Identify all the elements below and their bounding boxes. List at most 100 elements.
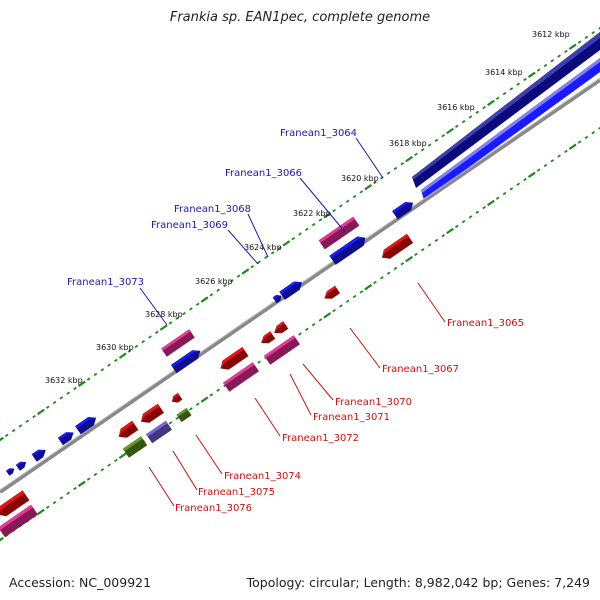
- contig-band: [421, 58, 600, 200]
- scale-dot: [323, 312, 332, 319]
- scale-dot: [0, 536, 4, 542]
- gene-label-3066[interactable]: Franean1_3066: [225, 168, 302, 179]
- gene-label-3070[interactable]: Franean1_3070: [335, 397, 412, 408]
- scale-dot: [52, 500, 57, 505]
- gene-franean1-3070-rna[interactable]: [264, 335, 300, 365]
- gene-franean1-3074a[interactable]: [171, 392, 183, 403]
- gene-rev-edge-a[interactable]: [0, 490, 30, 517]
- scale-dot: [73, 486, 77, 491]
- gene-label-3075[interactable]: Franean1_3075: [198, 487, 275, 498]
- scale-dot: [502, 91, 507, 96]
- gene-rev-edge-b[interactable]: [0, 504, 38, 538]
- scale-tick-label: 3626 kbp: [195, 277, 233, 286]
- scale-dot: [36, 508, 45, 516]
- gene-label-3067[interactable]: Franean1_3067: [382, 364, 459, 375]
- scale-dot: [45, 505, 50, 509]
- scale-dot: [11, 428, 16, 433]
- scale-dot: [434, 138, 439, 143]
- gene-label-3076[interactable]: Franean1_3076: [175, 503, 252, 514]
- scale-dot: [189, 307, 193, 311]
- scale-dot: [77, 380, 86, 387]
- scale-dot: [352, 294, 357, 299]
- accession-text: Accession: NC_009921: [9, 575, 152, 590]
- label-leader-line: [299, 177, 346, 233]
- gene-franean1-3074[interactable]: [176, 407, 192, 423]
- scale-dot: [536, 68, 541, 72]
- page-title: Frankia sp. EAN1pec, complete genome: [169, 10, 431, 25]
- gene-franean1-3066[interactable]: [329, 236, 366, 265]
- scale-dot: [516, 182, 521, 186]
- gene-franean1-3076a[interactable]: [118, 420, 139, 438]
- gene-fwd-d[interactable]: [15, 461, 27, 471]
- scale-tick-label: 3612 kbp: [532, 30, 570, 39]
- scale-dot: [311, 222, 316, 227]
- scale-dot: [359, 290, 364, 294]
- gene-fwd-c[interactable]: [31, 449, 46, 462]
- scale-dot: [298, 232, 302, 236]
- gene-franean1-3076[interactable]: [122, 436, 148, 458]
- gene-franean1-3073-rna[interactable]: [161, 329, 195, 357]
- scale-dot: [584, 35, 589, 40]
- scale-dot: [405, 255, 414, 263]
- scale-dot: [543, 63, 548, 68]
- gene-fwd-a[interactable]: [75, 417, 97, 435]
- scale-dot: [318, 318, 323, 322]
- scale-dot: [154, 330, 159, 334]
- gene-label-3073[interactable]: Franean1_3073: [67, 277, 144, 288]
- scale-dot: [468, 215, 473, 219]
- scale-tick-label: 3618 kbp: [389, 139, 427, 148]
- scale-dot: [304, 227, 309, 231]
- gene-franean1-3075a[interactable]: [141, 403, 164, 423]
- scale-dot: [175, 416, 180, 420]
- label-leader-line: [227, 229, 259, 265]
- scale-dot: [18, 424, 23, 428]
- scale-dot: [475, 210, 480, 214]
- scale-dot: [543, 163, 548, 168]
- gene-label-3069[interactable]: Franean1_3069: [151, 220, 228, 231]
- scale-dot: [216, 388, 221, 392]
- gene-franean1-3075[interactable]: [146, 420, 172, 444]
- scale-dot: [454, 224, 459, 228]
- gene-franean1-3073[interactable]: [171, 350, 201, 374]
- gene-label-3065[interactable]: Franean1_3065: [447, 318, 524, 329]
- scale-dot: [393, 166, 398, 171]
- scale-dot: [114, 358, 118, 363]
- gene-label-3074[interactable]: Franean1_3074: [224, 471, 301, 482]
- gene-franean1-3065[interactable]: [382, 233, 414, 259]
- scale-dot: [107, 463, 111, 467]
- gene-label-3072[interactable]: Franean1_3072: [282, 433, 359, 444]
- gene-label-3064[interactable]: Franean1_3064: [280, 128, 357, 139]
- gene-franean1-3068[interactable]: [279, 281, 302, 300]
- label-leader-line: [289, 373, 312, 416]
- gene-franean1-3069[interactable]: [272, 294, 282, 304]
- scale-dot: [393, 266, 398, 271]
- gene-fwd-b[interactable]: [57, 432, 74, 446]
- scale-dot: [482, 105, 486, 110]
- scale-dot: [200, 296, 209, 303]
- scale-dot: [209, 393, 214, 397]
- scale-dot: [405, 155, 414, 163]
- scale-dot: [441, 134, 446, 138]
- scale-dot: [66, 391, 71, 395]
- gene-franean1-3072[interactable]: [220, 347, 249, 370]
- scale-dot: [332, 308, 336, 313]
- gene-franean1-3070[interactable]: [274, 321, 289, 334]
- scale-dot: [509, 187, 514, 191]
- scale-dot: [414, 252, 418, 257]
- scale-dot: [598, 126, 600, 130]
- gene-franean1-3064[interactable]: [392, 202, 414, 220]
- gene-franean1-3071[interactable]: [261, 331, 276, 344]
- scale-dot: [345, 199, 350, 203]
- scale-dot: [229, 279, 234, 283]
- scale-dot: [282, 240, 291, 247]
- gene-label-3068[interactable]: Franean1_3068: [174, 204, 251, 215]
- gene-label-3071[interactable]: Franean1_3071: [313, 412, 390, 423]
- scale-dot: [36, 408, 45, 416]
- gene-franean1-3067[interactable]: [324, 285, 341, 299]
- scale-dot: [257, 360, 261, 364]
- gene-franean1-3072-rna[interactable]: [223, 362, 259, 392]
- gene-franean1-3066-rna[interactable]: [318, 216, 360, 250]
- gene-fwd-e[interactable]: [6, 468, 15, 476]
- scale-dot: [236, 274, 241, 278]
